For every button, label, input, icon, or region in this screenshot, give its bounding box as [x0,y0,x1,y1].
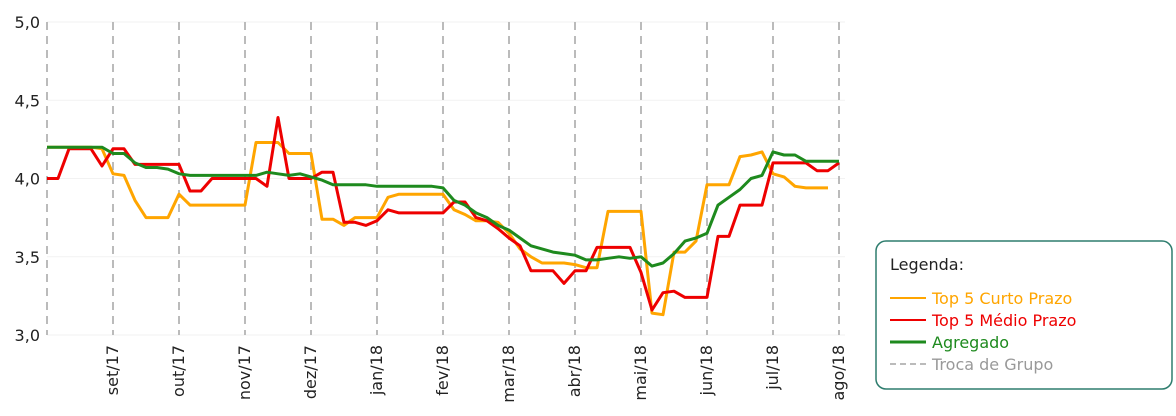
y-tick-label: 4,0 [15,170,40,189]
series-line [47,145,839,268]
x-tick-label: jan/18 [367,345,386,396]
series-line [47,116,840,312]
x-tick-label: nov/17 [235,345,254,400]
x-tick-label: fev/18 [433,345,452,396]
legend-label: Agregado [932,333,1009,352]
y-tick-label: 3,5 [15,248,40,267]
x-tick-label: out/17 [169,345,188,397]
x-tick-label: jun/18 [697,345,716,396]
y-tick-label: 3,0 [15,326,40,345]
y-tick-label: 5,0 [15,13,40,32]
x-tick-label: ago/18 [829,345,848,401]
x-tick-label: jul/18 [763,345,782,391]
x-tick-label: abr/18 [565,345,584,397]
legend-title: Legenda: [890,255,964,274]
x-tick-label: mai/18 [631,345,650,401]
series-line [47,141,828,317]
x-tick-label: set/17 [103,345,122,395]
legend-label: Troca de Grupo [931,355,1053,374]
legend-label: Top 5 Médio Prazo [931,311,1076,330]
legend-box [875,240,1173,390]
x-tick-label: mar/18 [499,345,518,403]
x-tick-label: dez/17 [301,345,320,399]
legend-label: Top 5 Curto Prazo [931,289,1072,308]
y-tick-label: 4,5 [15,91,40,110]
